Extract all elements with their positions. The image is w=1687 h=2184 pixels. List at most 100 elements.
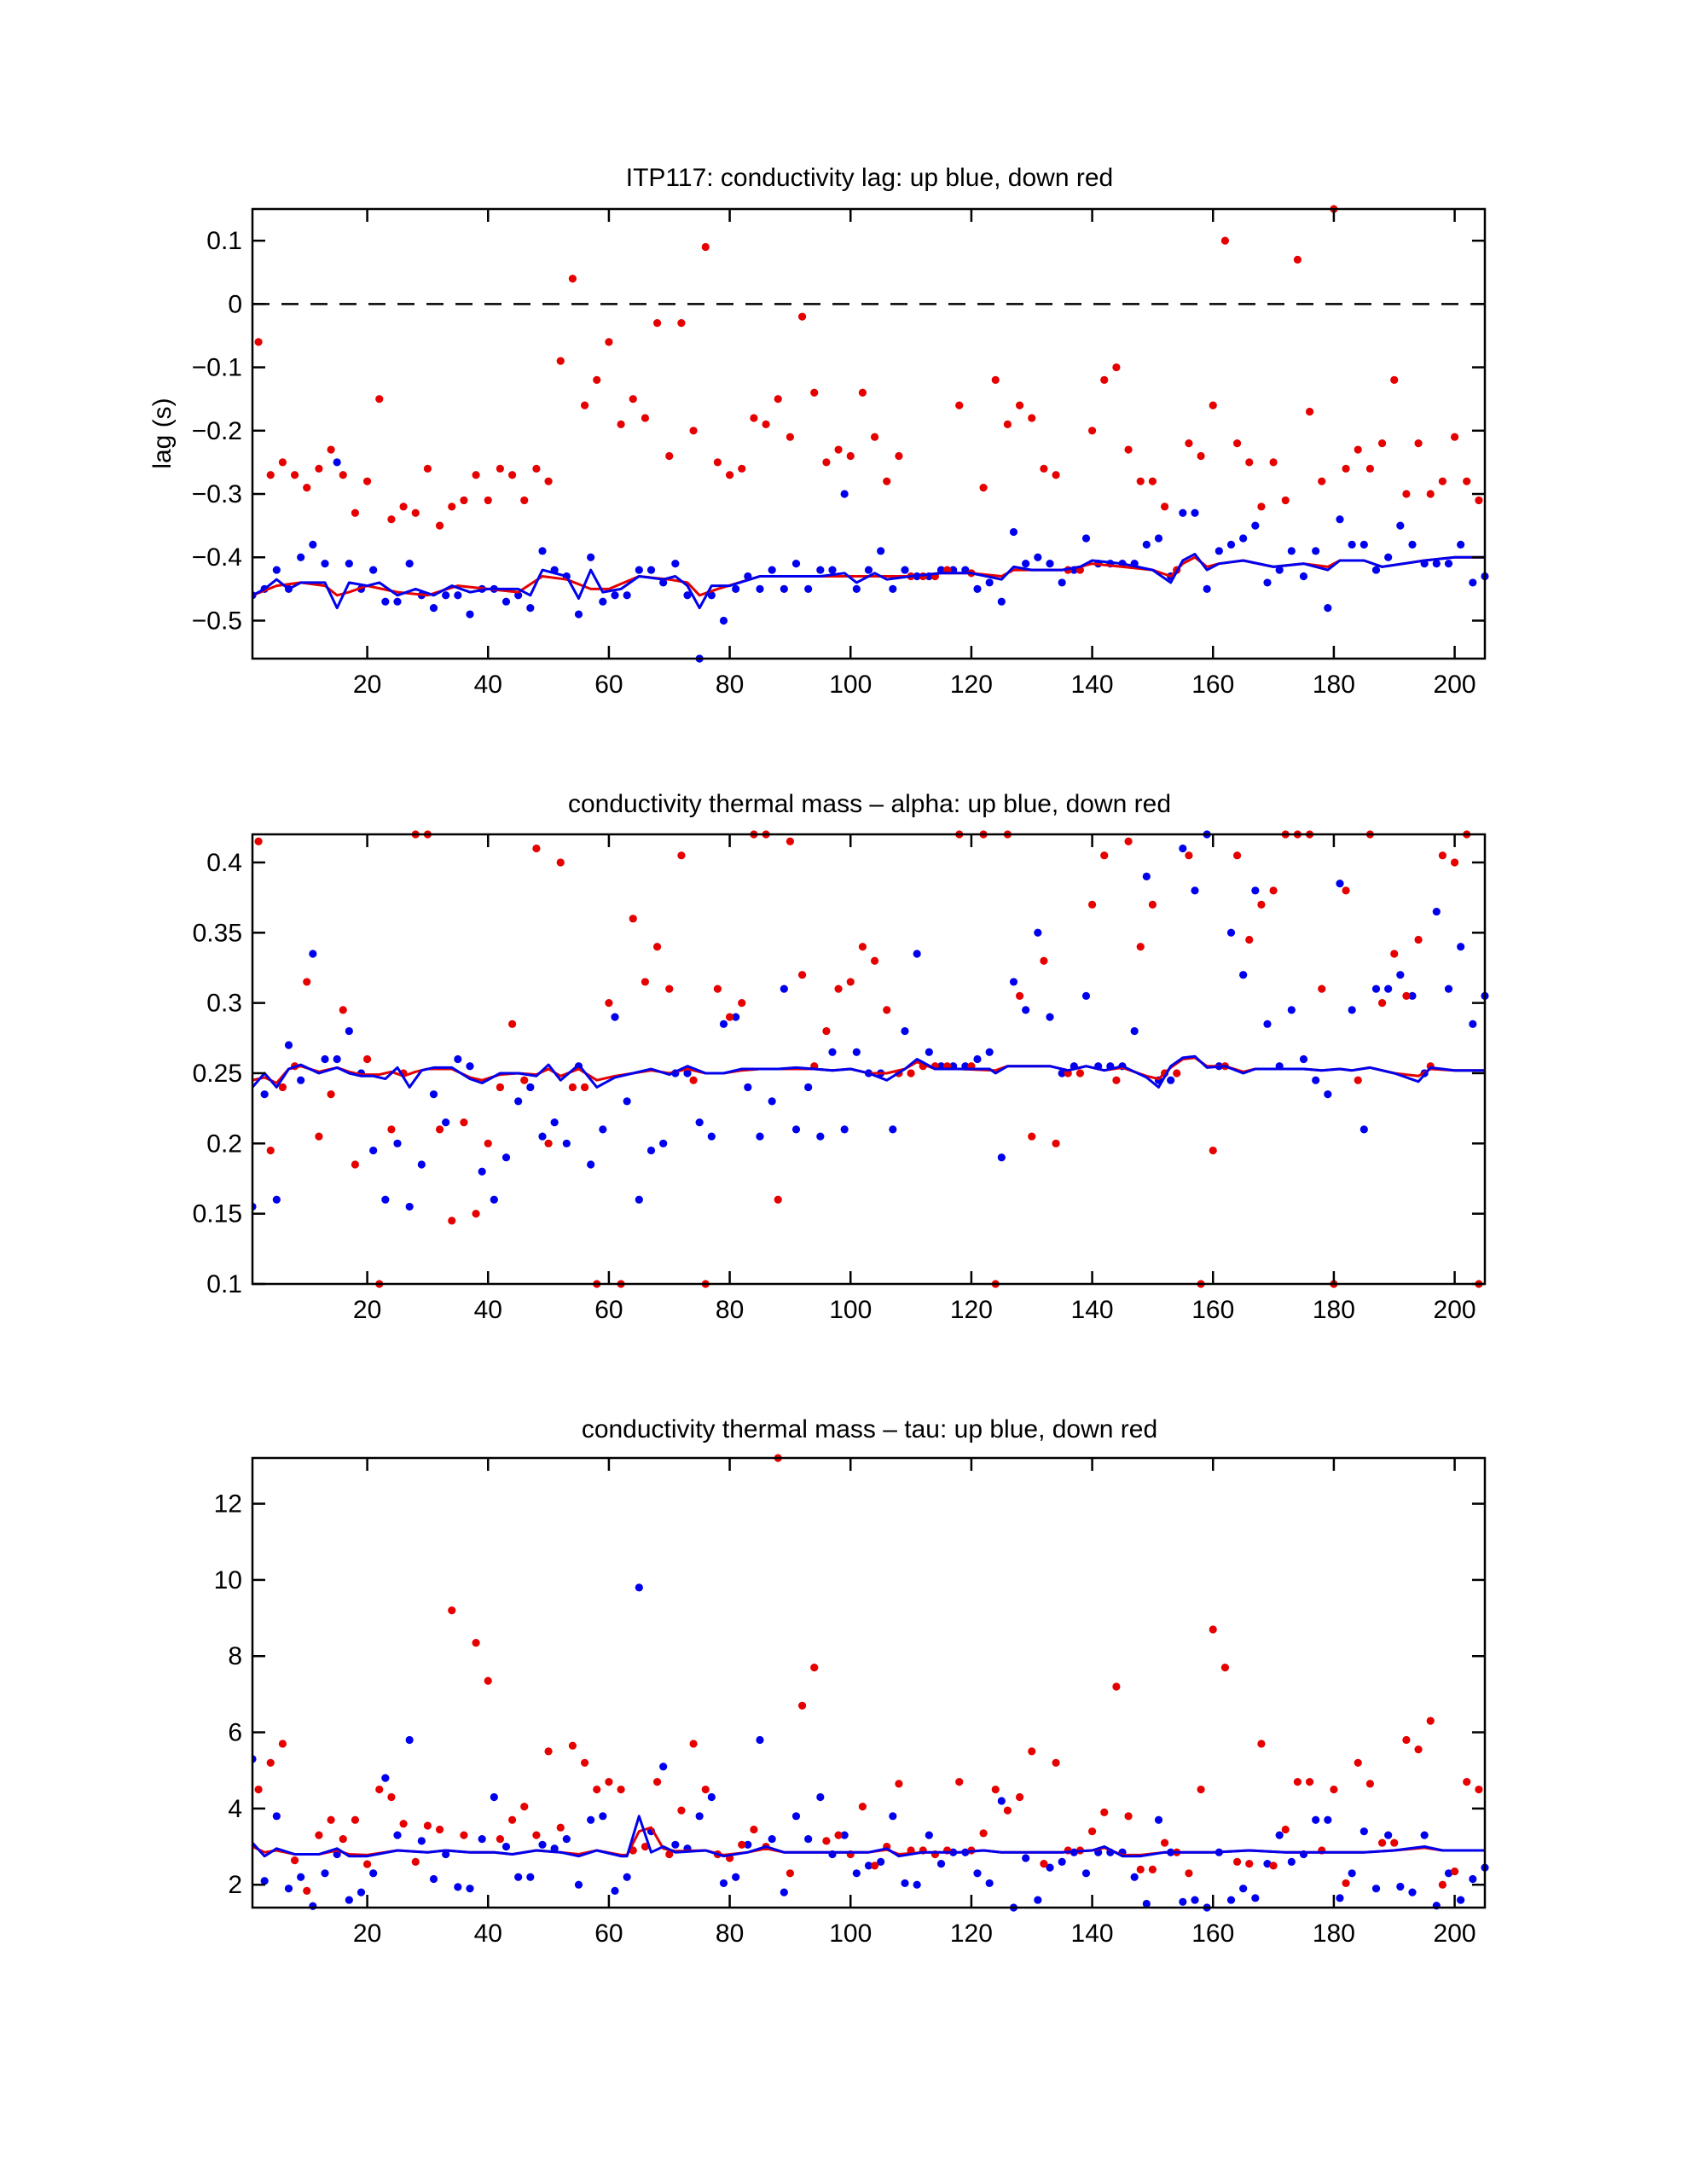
- up-data-point: [1058, 1069, 1066, 1077]
- down-data-point: [641, 414, 650, 422]
- down-data-point: [834, 985, 843, 993]
- up-data-point: [1009, 527, 1018, 537]
- down-data-point: [834, 445, 843, 454]
- up-data-point: [1263, 1860, 1272, 1868]
- up-data-point: [756, 584, 764, 593]
- down-data-point: [544, 477, 553, 485]
- y-tick-label: −0.5: [192, 607, 242, 635]
- down-data-point: [387, 1125, 396, 1134]
- down-data-point: [1100, 851, 1109, 860]
- down-data-point: [435, 1825, 444, 1834]
- up-data-point: [1263, 578, 1272, 587]
- down-data-point: [991, 375, 1000, 385]
- down-data-point: [689, 427, 698, 435]
- down-data-point: [399, 502, 408, 511]
- x-tick-label: 100: [829, 671, 872, 699]
- down-data-point: [1160, 1838, 1169, 1847]
- up-data-point: [417, 1837, 426, 1845]
- up-data-point: [791, 560, 801, 568]
- up-data-point: [925, 1831, 933, 1839]
- down-data-point: [375, 1785, 384, 1794]
- down-data-point: [774, 1195, 782, 1204]
- y-tick-label: 0.35: [193, 919, 242, 947]
- down-data-point: [774, 395, 782, 404]
- down-data-point: [1148, 900, 1157, 909]
- up-data-point: [635, 566, 643, 574]
- alpha-panel: conductivity thermal mass – alpha: up bl…: [193, 790, 1489, 1324]
- down-data-point: [1318, 985, 1326, 993]
- down-data-point: [797, 971, 807, 979]
- axes-box: [251, 833, 1487, 1286]
- up-data-point: [1396, 521, 1405, 530]
- up-data-point: [719, 1019, 728, 1028]
- down-data-point: [362, 1860, 372, 1868]
- down-data-point: [411, 1857, 420, 1867]
- down-data-point: [883, 477, 891, 485]
- down-data-point: [1245, 458, 1254, 467]
- down-data-point: [532, 844, 541, 853]
- up-data-point: [744, 1840, 752, 1849]
- up-data-point: [756, 1735, 764, 1745]
- up-data-point: [309, 950, 317, 958]
- up-data-point: [1312, 1815, 1320, 1824]
- x-tick-label: 100: [829, 1296, 872, 1324]
- up-data-point: [466, 610, 474, 619]
- up-data-point: [1263, 1019, 1272, 1028]
- up-data-point: [1046, 1863, 1054, 1872]
- x-tick-label: 60: [594, 671, 623, 699]
- up-data-point: [646, 566, 656, 574]
- up-data-point: [1348, 1869, 1356, 1878]
- up-data-point: [1046, 560, 1054, 568]
- down-data-point: [339, 1006, 347, 1014]
- y-tick-label: 0.3: [206, 990, 242, 1018]
- down-data-point: [665, 985, 674, 993]
- up-data-point: [635, 1583, 643, 1592]
- up-data-point: [1432, 907, 1441, 916]
- down-data-point: [701, 1785, 710, 1794]
- up-data-point: [1444, 1869, 1453, 1878]
- up-data-point: [1179, 508, 1187, 517]
- down-data-point: [568, 1741, 577, 1750]
- down-data-point: [629, 395, 637, 404]
- down-data-point: [1390, 950, 1399, 958]
- up-data-point: [538, 547, 547, 555]
- y-tick-label: −0.2: [192, 417, 242, 445]
- up-data-point: [623, 1097, 631, 1106]
- up-data-point: [1299, 572, 1308, 581]
- up-data-point: [768, 566, 776, 574]
- down-data-point: [507, 1815, 517, 1824]
- down-data-point: [1232, 1857, 1242, 1867]
- up-data-point: [913, 950, 921, 958]
- chart-title: conductivity thermal mass – alpha: up bl…: [568, 790, 1171, 818]
- down-data-point: [1257, 502, 1266, 511]
- down-data-point: [1269, 1862, 1278, 1870]
- down-data-point: [460, 496, 468, 505]
- down-data-point: [399, 1820, 408, 1828]
- up-data-point: [454, 1054, 462, 1064]
- down-data-point: [1015, 1792, 1024, 1802]
- down-data-point: [1209, 401, 1217, 410]
- up-data-point: [611, 1013, 619, 1021]
- down-data-point: [858, 1803, 867, 1811]
- up-data-point: [1275, 1831, 1284, 1839]
- down-data-point: [1463, 1778, 1471, 1786]
- up-data-point: [1371, 1885, 1381, 1893]
- down-data-point: [290, 471, 299, 479]
- down-data-point: [411, 508, 420, 517]
- x-tick-label: 20: [353, 1296, 381, 1324]
- down-data-point: [1354, 1758, 1362, 1767]
- up-data-point: [804, 584, 813, 593]
- down-data-point: [713, 458, 722, 467]
- down-data-point: [544, 1747, 553, 1756]
- down-data-point: [955, 1778, 964, 1786]
- down-data-point: [507, 471, 517, 479]
- down-data-point: [1087, 427, 1097, 435]
- down-data-point: [883, 1006, 891, 1014]
- down-data-point: [472, 471, 480, 479]
- up-data-point: [1275, 566, 1284, 574]
- up-data-point: [1359, 540, 1368, 549]
- down-data-point: [254, 837, 263, 845]
- up-data-point: [393, 597, 402, 606]
- x-tick-label: 160: [1191, 1296, 1234, 1324]
- down-data-point: [797, 1701, 807, 1710]
